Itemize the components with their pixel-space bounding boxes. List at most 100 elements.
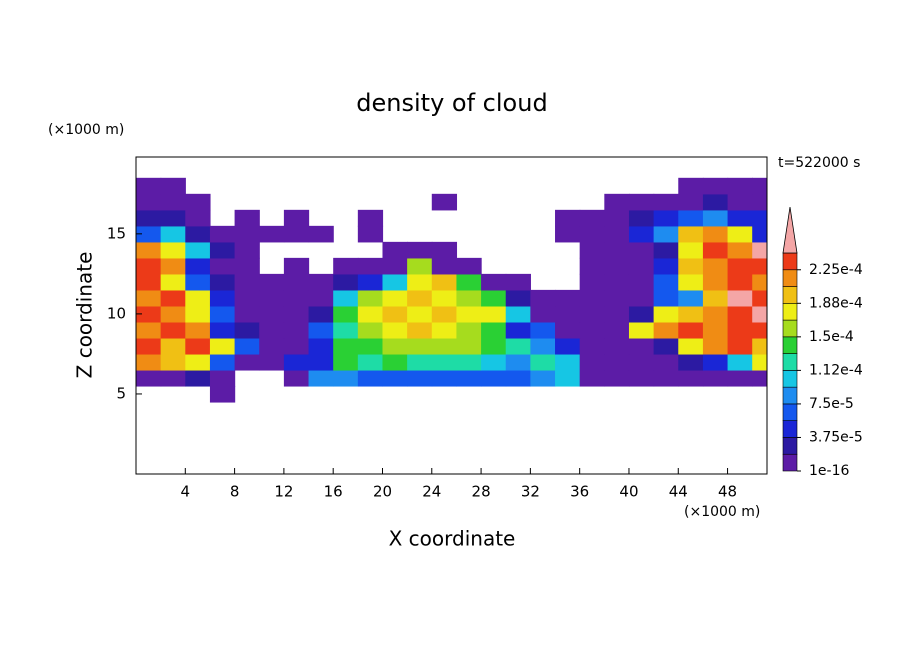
contour-cell xyxy=(653,193,679,211)
contour-cell xyxy=(678,321,704,339)
colorbar-band xyxy=(782,336,798,354)
contour-cell xyxy=(209,385,236,403)
contour-cell xyxy=(653,209,679,227)
contour-cell xyxy=(604,241,630,259)
contour-cell xyxy=(702,257,729,275)
contour-cell xyxy=(136,225,162,243)
contour-cell xyxy=(407,257,433,275)
chart-title: density of cloud xyxy=(356,89,547,117)
contour-cell xyxy=(456,321,482,339)
contour-cell xyxy=(702,321,729,339)
contour-cell xyxy=(185,353,211,371)
contour-cell xyxy=(185,289,211,307)
contour-cell xyxy=(628,289,655,307)
contour-cell xyxy=(628,225,655,243)
contour-cell xyxy=(727,289,753,307)
contour-cell xyxy=(209,241,236,259)
contour-cell xyxy=(456,369,482,387)
contour-cell xyxy=(136,177,162,195)
contour-cell xyxy=(259,273,285,291)
contour-cell xyxy=(234,321,260,339)
colorbar-band xyxy=(782,437,798,455)
contour-cell xyxy=(579,353,605,371)
x-tick-label: 40 xyxy=(619,483,638,501)
contour-cell xyxy=(752,273,767,291)
contour-cell xyxy=(530,289,556,307)
contour-cell xyxy=(333,337,359,355)
contour-cell xyxy=(357,289,384,307)
contour-cell xyxy=(481,337,507,355)
contour-cell xyxy=(357,225,384,243)
contour-cell xyxy=(407,321,433,339)
x-axis-title: X coordinate xyxy=(389,527,516,551)
contour-cell xyxy=(407,241,433,259)
contour-field xyxy=(136,177,767,403)
colorbar-band xyxy=(782,420,798,438)
contour-cell xyxy=(727,305,753,323)
x-tick-label: 24 xyxy=(422,483,441,501)
x-tick-label: 12 xyxy=(274,483,293,501)
x-unit: (×1000 m) xyxy=(684,504,760,520)
contour-cell xyxy=(752,193,767,211)
contour-cell xyxy=(653,321,679,339)
contour-cell xyxy=(259,353,285,371)
contour-cell xyxy=(333,305,359,323)
contour-cell xyxy=(357,337,384,355)
contour-cell xyxy=(456,353,482,371)
contour-cell xyxy=(579,289,605,307)
contour-cell xyxy=(752,337,767,355)
contour-cell xyxy=(579,305,605,323)
contour-cell xyxy=(702,225,729,243)
contour-cell xyxy=(481,273,507,291)
contour-cell xyxy=(456,305,482,323)
contour-cell xyxy=(653,337,679,355)
contour-cell xyxy=(308,321,334,339)
contour-cell xyxy=(160,337,186,355)
contour-cell xyxy=(357,305,384,323)
contour-cell xyxy=(481,289,507,307)
colorbar-over xyxy=(782,206,798,254)
contour-cell xyxy=(209,289,236,307)
contour-cell xyxy=(678,369,704,387)
contour-cell xyxy=(259,289,285,307)
contour-cell xyxy=(234,353,260,371)
contour-cell xyxy=(185,321,211,339)
colorbar-tick-label: 1.88e-4 xyxy=(809,295,863,311)
contour-cell xyxy=(505,273,531,291)
contour-cell xyxy=(209,225,236,243)
x-tick-label: 36 xyxy=(570,483,589,501)
contour-cell xyxy=(505,337,531,355)
contour-cell xyxy=(333,369,359,387)
contour-cell xyxy=(481,305,507,323)
contour-cell xyxy=(209,369,236,387)
contour-cell xyxy=(628,321,655,339)
contour-cell xyxy=(259,321,285,339)
contour-cell xyxy=(407,305,433,323)
y-tick-label: 15 xyxy=(107,224,126,242)
contour-cell xyxy=(357,257,384,275)
contour-cell xyxy=(628,193,655,211)
contour-cell xyxy=(283,321,310,339)
contour-cell xyxy=(579,273,605,291)
contour-cell xyxy=(555,369,581,387)
contour-cell xyxy=(308,305,334,323)
contour-cell xyxy=(579,257,605,275)
contour-cell xyxy=(727,241,753,259)
contour-cell xyxy=(702,241,729,259)
contour-cell xyxy=(259,225,285,243)
contour-cell xyxy=(160,369,186,387)
contour-cell xyxy=(136,257,162,275)
colorbar-band xyxy=(782,403,798,421)
contour-cell xyxy=(505,305,531,323)
contour-cell xyxy=(308,337,334,355)
contour-cell xyxy=(604,209,630,227)
contour-cell xyxy=(160,305,186,323)
contour-cell xyxy=(382,353,408,371)
contour-cell xyxy=(160,273,186,291)
contour-cell xyxy=(702,177,729,195)
contour-cell xyxy=(185,305,211,323)
contour-cell xyxy=(530,353,556,371)
contour-cell xyxy=(333,273,359,291)
contour-cell xyxy=(357,273,384,291)
contour-cell xyxy=(160,289,186,307)
